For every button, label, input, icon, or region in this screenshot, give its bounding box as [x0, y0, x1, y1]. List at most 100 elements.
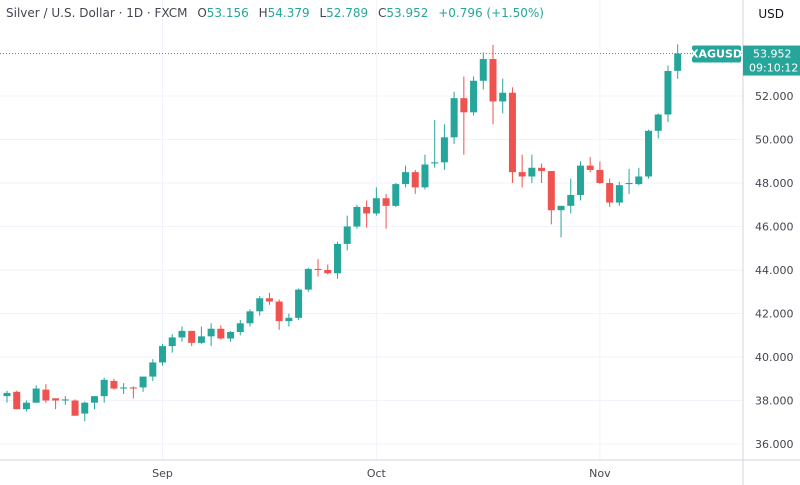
candle-down — [217, 325, 225, 340]
candle-body — [615, 185, 623, 203]
candle-up — [557, 205, 565, 238]
candle-up — [421, 154, 429, 190]
candle-down — [538, 163, 546, 183]
candle-body — [402, 172, 410, 185]
x-tick-label: Sep — [152, 467, 173, 480]
candle-up — [81, 401, 89, 422]
candle-down — [586, 156, 594, 173]
candle-body — [236, 323, 244, 332]
last-price-tag — [743, 45, 800, 76]
low-label: L — [319, 6, 327, 20]
close-label: C — [377, 6, 387, 20]
y-tick-label: 52.000 — [755, 90, 794, 103]
low-value: 52.789 — [326, 6, 369, 20]
candle-down — [52, 398, 60, 410]
open-value: 53.156 — [206, 6, 249, 20]
candle-down — [547, 171, 555, 225]
candle-up — [100, 377, 108, 403]
candle-up — [32, 385, 40, 403]
candle-down — [188, 330, 196, 347]
y-tick-label: 36.000 — [755, 438, 794, 451]
candle-down — [606, 178, 614, 207]
candle-body — [343, 226, 351, 244]
candle-body — [382, 198, 390, 206]
candle-body — [139, 376, 147, 388]
candle-up — [440, 124, 448, 170]
candle-body — [576, 165, 584, 195]
candle-body — [392, 184, 400, 206]
candle-down — [314, 259, 322, 277]
candle-up — [499, 78, 507, 114]
candle-up — [304, 267, 312, 292]
currency-label[interactable]: USD — [758, 7, 784, 21]
last-price-text: 53.952 — [753, 48, 792, 61]
candle-body — [518, 172, 526, 177]
candle-body — [275, 301, 283, 322]
candle-up — [674, 44, 682, 79]
candle-down — [129, 386, 137, 399]
candle-body — [596, 169, 604, 183]
candle-down — [596, 161, 604, 185]
candle-up — [470, 76, 478, 116]
candle-up — [139, 376, 147, 392]
candle-body — [159, 346, 167, 363]
candle-down — [13, 390, 21, 410]
candle-up — [236, 320, 244, 336]
candle-up — [285, 313, 293, 327]
high-value: 54.379 — [267, 6, 310, 20]
candle-up — [372, 187, 380, 216]
candle-body — [256, 298, 264, 312]
candle-body — [411, 172, 419, 188]
candle-body — [547, 171, 555, 211]
candle-down — [265, 292, 273, 305]
candle-body — [120, 387, 128, 389]
candle-up — [3, 390, 11, 403]
candle-up — [528, 154, 536, 183]
candle-body — [3, 392, 11, 397]
candle-down — [382, 193, 390, 229]
candle-body — [625, 183, 633, 185]
candle-body — [129, 387, 137, 389]
change-value: +0.796 (+1.50%) — [438, 6, 544, 20]
candle-up — [168, 334, 176, 353]
candle-up — [61, 396, 69, 405]
symbol-tag — [692, 45, 741, 63]
candle-body — [333, 243, 341, 274]
candle-up — [149, 359, 157, 381]
candle-body — [217, 328, 225, 339]
candle-down — [460, 76, 468, 155]
candle-up — [246, 309, 254, 327]
candle-up — [645, 129, 653, 179]
candle-up — [625, 168, 633, 194]
candle-body — [635, 176, 643, 185]
candle-up — [22, 400, 30, 412]
symbol-title[interactable]: Silver / U.S. Dollar · 1D · FXCM — [6, 6, 188, 20]
candle-body — [606, 183, 614, 203]
candle-body — [285, 317, 293, 322]
candle-down — [411, 169, 419, 194]
candle-up — [450, 91, 458, 144]
candle-body — [52, 398, 60, 401]
candle-up — [295, 288, 303, 321]
symbol-tag-text: XAGUSD — [690, 48, 742, 61]
candle-body — [538, 167, 546, 172]
candle-body — [372, 198, 380, 214]
candle-body — [528, 167, 536, 177]
candle-up — [333, 241, 341, 279]
candle-body — [81, 402, 89, 414]
y-tick-label: 44.000 — [755, 264, 794, 277]
y-tick-label: 40.000 — [755, 351, 794, 364]
candle-up — [654, 113, 662, 139]
y-tick-label: 50.000 — [755, 134, 794, 147]
candle-body — [178, 330, 186, 338]
candle-up — [392, 183, 400, 207]
candle-body — [168, 337, 176, 347]
close-value: 53.952 — [386, 6, 429, 20]
candle-up — [343, 215, 351, 251]
candle-body — [188, 330, 196, 343]
y-tick-label: 42.000 — [755, 308, 794, 321]
candle-body — [499, 92, 507, 102]
y-tick-label: 46.000 — [755, 221, 794, 234]
candle-up — [90, 396, 98, 410]
